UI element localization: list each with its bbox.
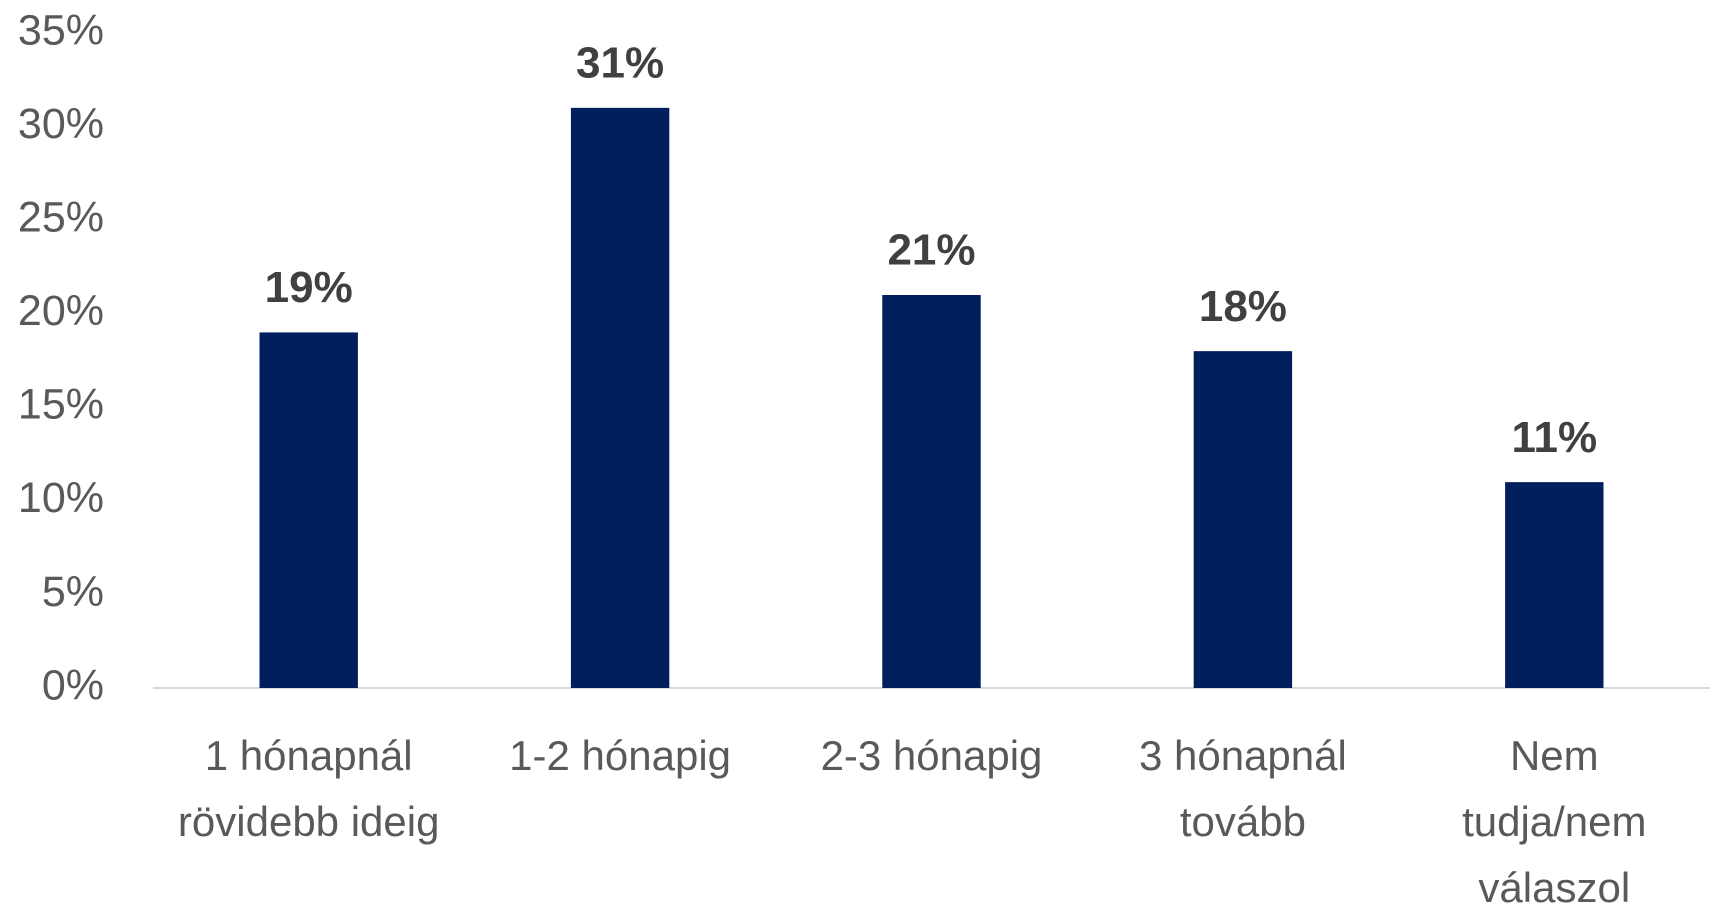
data-label: 19% <box>265 263 353 312</box>
y-tick-label: 5% <box>42 568 104 616</box>
y-tick-label: 0% <box>42 661 104 709</box>
data-label: 21% <box>887 226 975 275</box>
y-tick-label: 10% <box>18 474 104 522</box>
data-label: 31% <box>576 38 664 87</box>
x-tick-label: 1 hónapnál rövidebb ideig <box>177 732 440 845</box>
x-tick-label: 2-3 hónapig <box>820 732 1043 779</box>
bar <box>570 107 670 689</box>
y-tick-label: 25% <box>18 194 104 242</box>
y-tick-label: 35% <box>18 6 104 54</box>
data-label: 11% <box>1511 413 1597 462</box>
data-label: 18% <box>1199 282 1287 331</box>
y-tick-label: 15% <box>18 381 104 429</box>
x-tick-label: 1-2 hónapig <box>509 732 732 779</box>
bar <box>882 295 981 688</box>
x-tick-label: 3 hónapnál tovább <box>1138 732 1347 845</box>
bar <box>1193 351 1293 688</box>
bar <box>259 332 358 688</box>
bar <box>1505 482 1604 688</box>
y-tick-label: 30% <box>18 100 104 148</box>
x-tick-label: Nem tudja/nem válaszol <box>1462 732 1647 906</box>
y-tick-label: 20% <box>18 287 104 335</box>
